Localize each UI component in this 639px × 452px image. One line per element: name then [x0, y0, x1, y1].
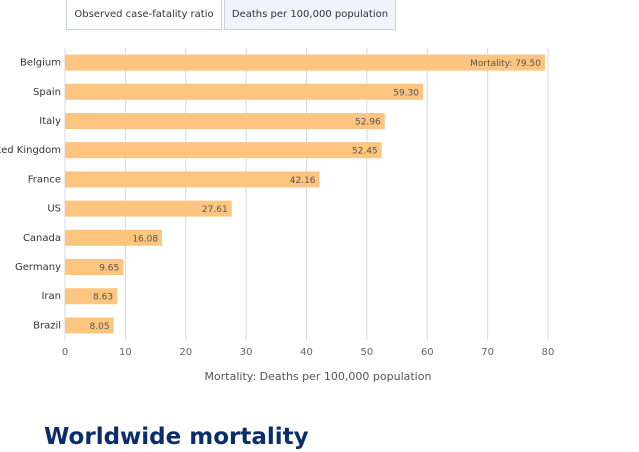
value-label: 8.05: [90, 322, 110, 332]
value-label: 59.30: [393, 88, 419, 98]
x-tick-label: 30: [240, 347, 253, 358]
value-label: 8.63: [93, 293, 113, 303]
y-tick-label: Iran: [41, 291, 61, 302]
value-label: 42.16: [290, 176, 316, 186]
y-tick-label: France: [28, 174, 61, 185]
section-heading: Worldwide mortality: [44, 424, 309, 450]
bar: [65, 288, 118, 305]
tab[interactable]: Observed case-fatality ratio: [66, 0, 222, 30]
y-tick-label: Germany: [15, 262, 61, 273]
bar: [65, 171, 320, 188]
bar: [65, 113, 385, 129]
y-tick-label: Brazil: [33, 320, 61, 331]
x-axis-title: Mortality: Deaths per 100,000 population: [205, 370, 432, 383]
y-tick-label: Belgium: [20, 58, 61, 69]
value-label: 9.65: [99, 264, 119, 274]
x-tick-label: 50: [361, 347, 374, 358]
bar: [65, 83, 424, 100]
bar: [65, 54, 545, 71]
x-tick-label: 70: [481, 347, 494, 358]
value-label: Mortality: 79.50: [470, 59, 541, 69]
y-tick-label: Italy: [39, 116, 61, 127]
value-label: 27.61: [202, 205, 228, 215]
bar: [65, 317, 114, 334]
x-tick-label: 0: [62, 347, 68, 358]
x-tick-label: 60: [421, 347, 434, 358]
x-tick-label: 10: [119, 347, 132, 358]
bar: [65, 229, 163, 246]
bar: [65, 142, 382, 159]
bar: [65, 200, 232, 217]
y-tick-label: Spain: [33, 87, 61, 98]
tab[interactable]: Deaths per 100,000 population: [224, 0, 396, 30]
y-tick-label: Canada: [23, 233, 61, 244]
x-tick-label: 20: [179, 347, 192, 358]
value-label: 16.08: [132, 234, 158, 244]
value-label: 52.45: [352, 147, 378, 157]
value-label: 52.96: [355, 118, 381, 128]
bar: [65, 259, 124, 275]
y-tick-label: United Kingdom: [0, 145, 61, 156]
x-tick-label: 40: [300, 347, 313, 358]
x-tick-label: 80: [542, 347, 555, 358]
y-tick-label: US: [47, 204, 61, 215]
